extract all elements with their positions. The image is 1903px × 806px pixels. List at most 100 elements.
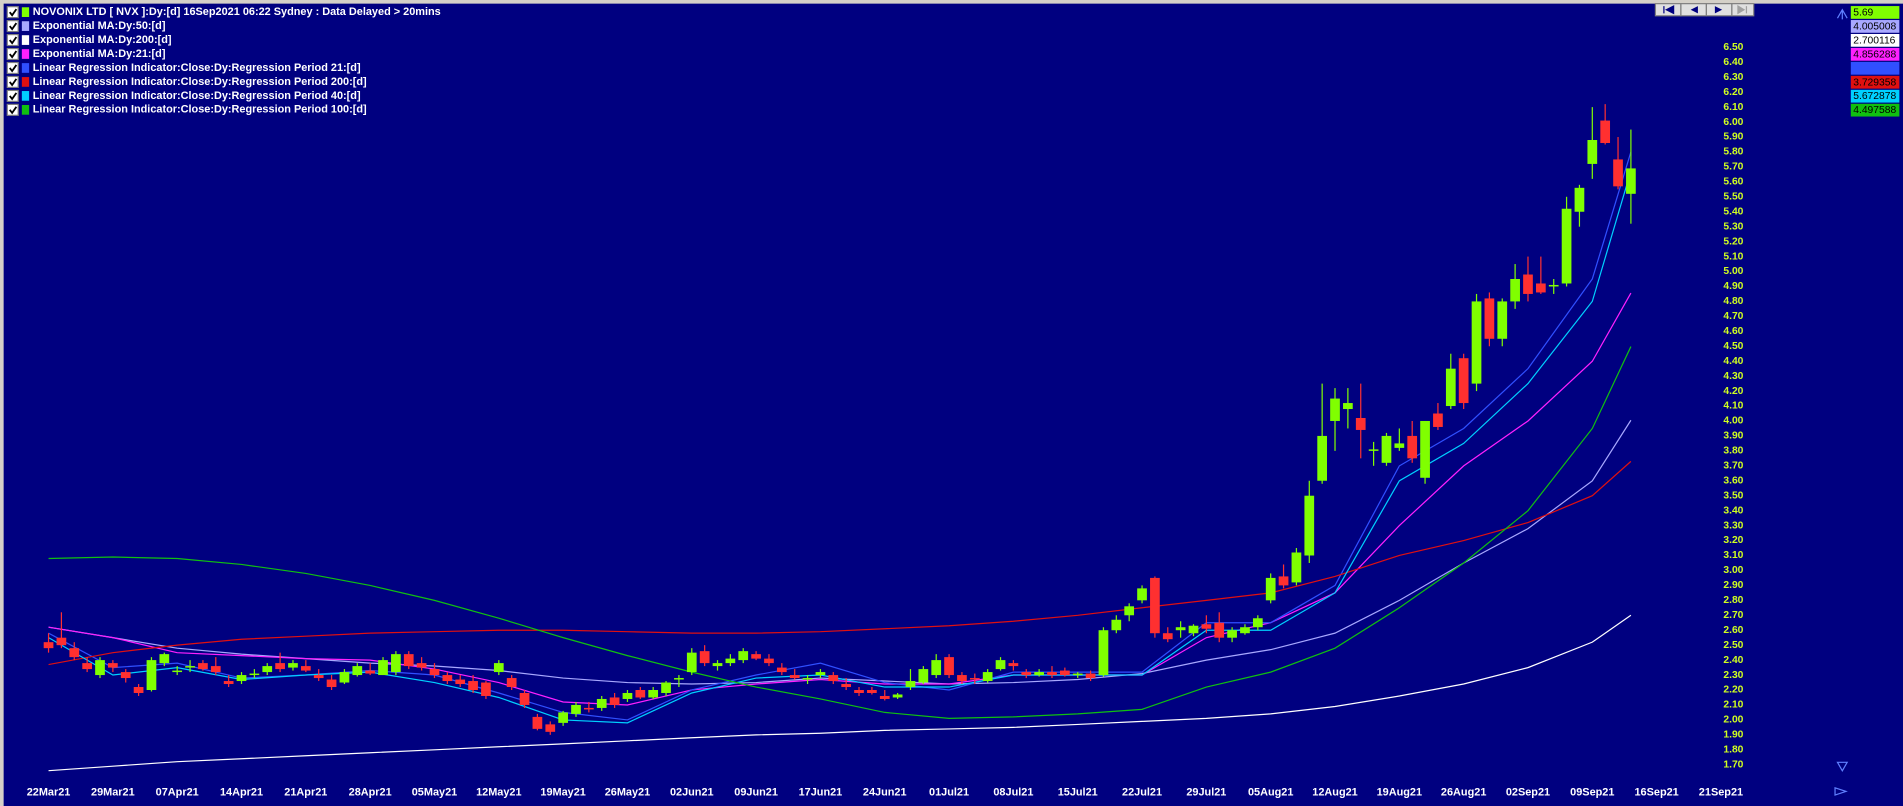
y-tick-label: 3.00: [1723, 565, 1743, 576]
y-tick-label: 5.70: [1723, 162, 1743, 173]
legend-label: Linear Regression Indicator:Close:Dy:Reg…: [33, 104, 367, 116]
x-tick-label: 22Mar21: [27, 787, 71, 799]
scroll-right[interactable]: [1834, 786, 1848, 796]
candle-body: [622, 692, 633, 699]
legend-checkbox[interactable]: [6, 89, 19, 102]
legend-checkbox[interactable]: [6, 61, 19, 75]
candle-body: [957, 675, 967, 682]
icon: [1663, 5, 1675, 15]
candle-body: [159, 654, 170, 664]
y-tick-label: 5.80: [1723, 147, 1743, 158]
candle-body: [1240, 627, 1250, 634]
value-box: [1850, 103, 1900, 117]
x-tick-label: 29Jul21: [1186, 787, 1226, 799]
legend-checkbox[interactable]: [6, 20, 19, 33]
candle-body: [1471, 301, 1482, 384]
check-mark: [8, 64, 18, 73]
check-mark: [8, 36, 18, 45]
icon: [1690, 6, 1698, 14]
scroll-up[interactable]: [1836, 8, 1848, 20]
y-tick-label: 2.90: [1723, 580, 1743, 591]
candle-body: [905, 681, 916, 688]
candle-body: [1278, 576, 1289, 586]
x-tick-label: 02Jun21: [670, 787, 714, 799]
candle-body: [352, 666, 363, 676]
y-tick-label: 4.70: [1723, 311, 1743, 322]
y-tick-label: 5.40: [1723, 206, 1743, 217]
x-tick-label: 07Apr21: [156, 787, 199, 799]
overlay-lines: [48, 151, 1632, 772]
candle-body: [1265, 577, 1276, 601]
candle-body: [120, 672, 131, 679]
x-tick-label: 26Aug21: [1441, 787, 1486, 799]
candle-body: [1304, 495, 1315, 556]
candle-body: [146, 660, 157, 691]
y-tick-label: 4.00: [1723, 416, 1743, 427]
x-tick-label: 01Jul21: [929, 787, 969, 799]
candle-body: [1355, 417, 1366, 430]
candle-body: [995, 660, 1006, 670]
value-box-label: 4.497588: [1853, 105, 1896, 116]
candle-body: [686, 652, 697, 673]
candle-body: [982, 672, 993, 682]
y-tick-label: 4.40: [1723, 356, 1743, 367]
candle-body: [1368, 449, 1379, 451]
x-tick-label: 19Aug21: [1377, 787, 1422, 799]
candle-body: [841, 684, 852, 688]
y-tick-label: 3.90: [1723, 431, 1743, 442]
candle-body: [1034, 672, 1044, 676]
legend-checkbox[interactable]: [6, 75, 19, 89]
candle-body: [571, 704, 581, 714]
candle-body: [262, 666, 273, 673]
candle-body: [1072, 673, 1083, 676]
x-tick-label: 05May21: [412, 787, 457, 799]
x-tick-label: 09Jun21: [734, 787, 778, 799]
value-box: [1850, 33, 1900, 47]
candle-body: [648, 690, 659, 698]
check-mark: [8, 78, 18, 87]
candle-body: [1252, 618, 1263, 628]
candle-body: [1047, 672, 1057, 676]
legend-label: Linear Regression Indicator:Close:Dy:Reg…: [33, 62, 361, 74]
x-tick-label: 26May21: [605, 787, 650, 799]
y-tick-label: 4.90: [1723, 281, 1743, 292]
legend-checkbox[interactable]: [6, 6, 19, 19]
candle-body: [1613, 159, 1623, 187]
candle-body: [56, 637, 67, 646]
candle-body: [339, 672, 350, 683]
y-tick-label: 5.60: [1723, 177, 1743, 188]
candle-body: [635, 690, 646, 698]
y-tick-label: 5.00: [1723, 266, 1743, 277]
candle-body: [1162, 633, 1173, 640]
candle-body: [1343, 403, 1353, 410]
candle-body: [223, 681, 234, 685]
last-values: 5.69 4.005008 2.700116 4.856288 3.729358 5.67…: [1850, 6, 1900, 117]
candle-body: [918, 669, 929, 683]
y-tick-label: 3.30: [1723, 520, 1743, 531]
candle-body: [43, 642, 54, 649]
y-tick-label: 3.40: [1723, 505, 1743, 516]
scroll-down[interactable]: [1836, 761, 1849, 773]
candle-body: [1458, 358, 1469, 404]
legend-label: Linear Regression Indicator:Close:Dy:Reg…: [33, 76, 367, 88]
legend-checkbox[interactable]: [6, 47, 19, 61]
legend-checkbox[interactable]: [6, 33, 19, 47]
x-tick-label: 12May21: [476, 787, 521, 799]
icon: [1714, 6, 1723, 14]
candle-body: [416, 663, 427, 668]
legend-swatch: [21, 21, 30, 31]
candle-body: [468, 681, 478, 691]
y-tick-label: 4.50: [1723, 341, 1743, 352]
y-tick-label: 1.80: [1723, 745, 1743, 756]
legend-label: Linear Regression Indicator:Close:Dy:Reg…: [33, 90, 361, 102]
candle-body: [751, 654, 761, 659]
legend-swatch: [21, 49, 30, 59]
nav-buttons: [1654, 3, 1755, 17]
legend-checkbox[interactable]: [6, 103, 19, 116]
y-tick-label: 3.60: [1723, 475, 1743, 486]
x-tick-label: 02Sep21: [1506, 787, 1550, 799]
indicator-line: [48, 292, 1632, 706]
legend-swatch: [21, 7, 30, 17]
y-tick-label: 2.20: [1723, 685, 1743, 696]
candle-body: [1085, 673, 1096, 679]
